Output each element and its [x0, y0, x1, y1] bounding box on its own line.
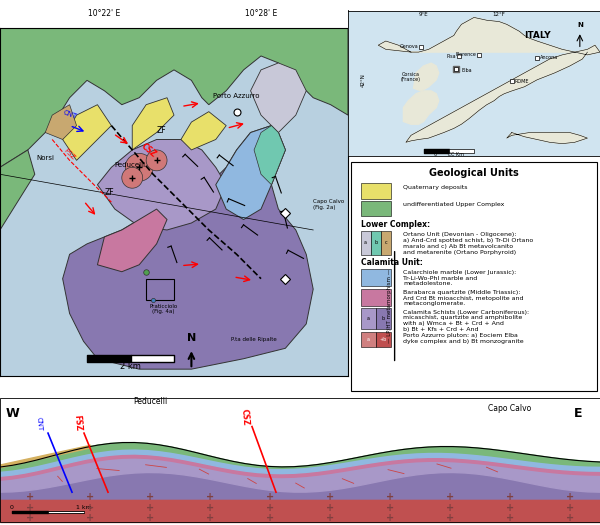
Text: FSZ: FSZ — [72, 414, 82, 431]
Polygon shape — [62, 125, 313, 369]
Text: +: + — [266, 513, 274, 523]
Text: +: + — [566, 513, 574, 523]
Text: +: + — [506, 503, 514, 513]
Text: +: + — [506, 492, 514, 502]
Text: N: N — [187, 333, 196, 343]
Polygon shape — [62, 104, 112, 160]
Text: +: + — [26, 513, 34, 523]
Text: ZF: ZF — [157, 125, 166, 134]
Polygon shape — [132, 98, 174, 150]
Text: +: + — [146, 492, 154, 502]
Polygon shape — [0, 475, 600, 499]
Text: E: E — [574, 407, 582, 420]
Text: CNT: CNT — [36, 417, 43, 432]
Text: FSZ: FSZ — [62, 148, 76, 161]
Text: +: + — [566, 503, 574, 513]
Text: Norsi: Norsi — [36, 155, 54, 161]
Polygon shape — [181, 112, 226, 150]
Text: +: + — [386, 513, 394, 523]
Circle shape — [122, 167, 143, 188]
Text: Peducelli: Peducelli — [115, 162, 146, 169]
Text: +: + — [266, 492, 274, 502]
Circle shape — [125, 153, 153, 181]
Text: +: + — [446, 513, 454, 523]
Text: W: W — [6, 407, 20, 420]
Text: +: + — [86, 513, 94, 523]
Text: 2 km: 2 km — [120, 362, 141, 371]
Polygon shape — [216, 125, 286, 219]
Polygon shape — [0, 150, 35, 230]
Circle shape — [146, 150, 167, 171]
Text: CSZ: CSZ — [139, 141, 158, 159]
Text: Capo Calvo
(Fig. 2a): Capo Calvo (Fig. 2a) — [313, 200, 344, 210]
Text: P.ta delle Ripalte: P.ta delle Ripalte — [231, 338, 277, 342]
Text: +: + — [326, 503, 334, 513]
Text: ZF: ZF — [104, 188, 114, 197]
Text: +: + — [26, 492, 34, 502]
Polygon shape — [45, 104, 77, 140]
Text: 0: 0 — [10, 505, 14, 510]
Text: 10°28' E: 10°28' E — [245, 9, 277, 18]
Text: Peducelli: Peducelli — [133, 397, 167, 406]
Text: +: + — [206, 503, 214, 513]
Polygon shape — [97, 140, 226, 230]
Text: Praticciolo
(Fig. 4a): Praticciolo (Fig. 4a) — [149, 303, 178, 314]
Text: +: + — [146, 513, 154, 523]
Text: CSZ: CSZ — [240, 408, 250, 426]
Text: +: + — [386, 492, 394, 502]
Text: Porto Azzurro: Porto Azzurro — [214, 93, 260, 99]
Polygon shape — [0, 499, 600, 522]
Text: +: + — [566, 492, 574, 502]
Text: +: + — [206, 492, 214, 502]
Bar — [146, 279, 174, 300]
Polygon shape — [251, 63, 306, 132]
Text: +: + — [86, 503, 94, 513]
Text: +: + — [326, 513, 334, 523]
Text: CNT: CNT — [62, 109, 78, 120]
Text: +: + — [146, 503, 154, 513]
Text: +: + — [266, 503, 274, 513]
Text: 10°22' E: 10°22' E — [88, 9, 121, 18]
Text: +: + — [206, 513, 214, 523]
Text: +: + — [506, 513, 514, 523]
Polygon shape — [254, 125, 286, 185]
Text: 1 km: 1 km — [76, 505, 92, 510]
Text: +: + — [326, 492, 334, 502]
Text: Capo Calvo: Capo Calvo — [488, 404, 532, 413]
Text: +: + — [26, 503, 34, 513]
Text: +: + — [446, 492, 454, 502]
Polygon shape — [0, 28, 348, 167]
Text: +: + — [446, 503, 454, 513]
Text: +: + — [86, 492, 94, 502]
Text: +: + — [386, 503, 394, 513]
Polygon shape — [97, 209, 167, 272]
